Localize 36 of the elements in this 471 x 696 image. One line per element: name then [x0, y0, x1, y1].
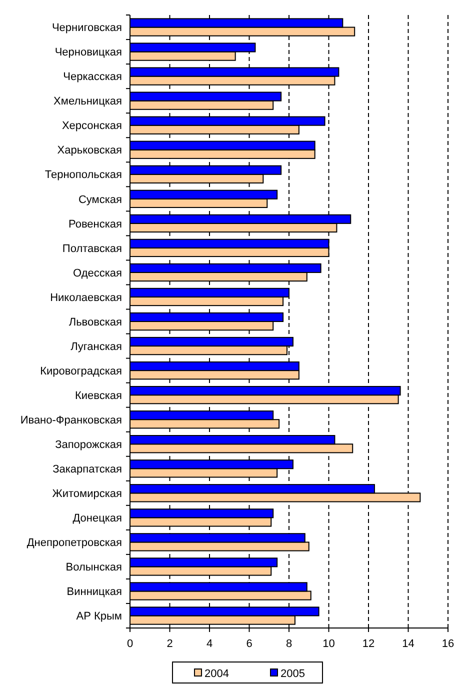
y-tick-label: Сумская: [78, 194, 122, 206]
y-tick-label: Хмельницкая: [54, 96, 122, 108]
y-tick-label: Николаевская: [50, 292, 122, 304]
y-tick-label: Одесская: [73, 267, 122, 280]
y-tick-label: Кировоградская: [40, 365, 122, 378]
y-tick-label: Черновицкая: [54, 46, 122, 59]
y-tick-label: Запорожская: [55, 438, 122, 451]
y-tick-label: Ровенская: [68, 218, 122, 230]
x-tick-label: 6: [246, 638, 252, 650]
y-tick-label: Днепропетровская: [26, 537, 122, 550]
legend-label: 2004: [204, 668, 229, 680]
legend-label: 2005: [280, 668, 305, 680]
y-tick-label: Киевская: [74, 390, 122, 402]
y-tick-label: Житомирская: [52, 488, 122, 500]
x-tick-label: 12: [362, 638, 375, 650]
y-tick-label: Ивано-Франковская: [20, 414, 122, 426]
y-tick-label: Черниговская: [52, 22, 122, 34]
x-tick-label: 10: [322, 638, 335, 650]
y-tick-label: Донецкая: [72, 512, 122, 525]
y-tick-label: АР Крым: [76, 610, 122, 623]
x-tick-label: 0: [126, 638, 134, 650]
y-tick-label: Львовская: [68, 316, 122, 328]
y-tick-label: Волынская: [66, 562, 122, 574]
y-tick-label: Тернопольская: [44, 169, 122, 182]
x-tick-label: 16: [442, 638, 454, 650]
y-tick-label: Полтавская: [62, 242, 122, 255]
y-tick-label: Харьковская: [57, 144, 122, 157]
x-tick-label: 14: [402, 638, 414, 650]
y-tick-label: Луганская: [70, 340, 122, 353]
x-tick-label: 4: [206, 638, 213, 650]
y-tick-label: Закарпатская: [52, 463, 122, 476]
y-tick-label: Черкасская: [63, 71, 122, 84]
y-tick-label: Винницкая: [66, 586, 122, 598]
x-tick-label: 2: [166, 638, 173, 650]
y-tick-label: Херсонская: [62, 120, 122, 132]
x-tick-label: 8: [286, 638, 292, 650]
